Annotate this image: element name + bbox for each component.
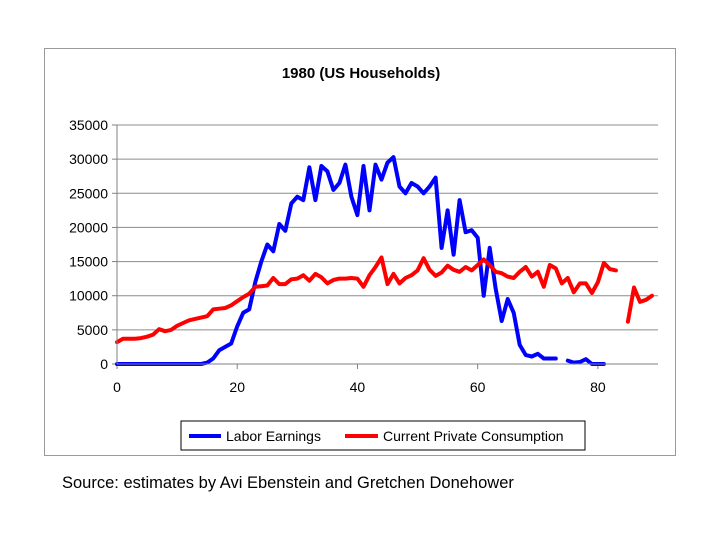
x-tick-label-80: 80 <box>590 379 606 395</box>
x-tick-label-0: 0 <box>113 379 121 395</box>
series-1-line-segment-0 <box>115 255 618 345</box>
x-tick-label-40: 40 <box>350 379 366 395</box>
legend: Labor Earnings Current Private Consumpti… <box>180 420 586 451</box>
y-tick-label-25000: 25000 <box>69 185 108 201</box>
y-axis-ticks: 0 5000 10000 15000 20000 25000 30000 35000 <box>69 117 117 372</box>
source-note: Source: estimates by Avi Ebenstein and G… <box>62 474 514 492</box>
x-tick-label-60: 60 <box>470 379 486 395</box>
series-1-line-segment-1 <box>625 285 654 324</box>
y-tick-label-5000: 5000 <box>77 322 108 338</box>
series-0-line-segment-0 <box>115 155 558 366</box>
chart-title: 1980 (US Households) <box>282 65 440 82</box>
series-lines <box>115 155 654 366</box>
y-tick-label-35000: 35000 <box>69 117 108 133</box>
x-axis-ticks: 0 20 40 60 80 <box>113 364 606 395</box>
y-tick-label-20000: 20000 <box>69 219 108 235</box>
axis-lines <box>116 125 658 365</box>
y-tick-label-30000: 30000 <box>69 151 108 167</box>
y-tick-label-0: 0 <box>100 356 108 372</box>
line-chart: 1980 (US Households) 0500010000150002000… <box>69 65 658 451</box>
chart-frame: 1980 (US Households) 0 5000 10000 15000 2000… <box>44 48 676 456</box>
y-tick-label-15000: 15000 <box>69 254 108 270</box>
legend-box <box>180 420 586 451</box>
x-tick-label-20: 20 <box>229 379 245 395</box>
legend-label-labor-earnings: Labor Earnings <box>226 428 321 444</box>
legend-label-consumption: Current Private Consumption <box>383 428 564 444</box>
series-0-line-segment-1 <box>565 357 606 366</box>
gridlines <box>117 124 658 331</box>
y-tick-label-10000: 10000 <box>69 288 108 304</box>
